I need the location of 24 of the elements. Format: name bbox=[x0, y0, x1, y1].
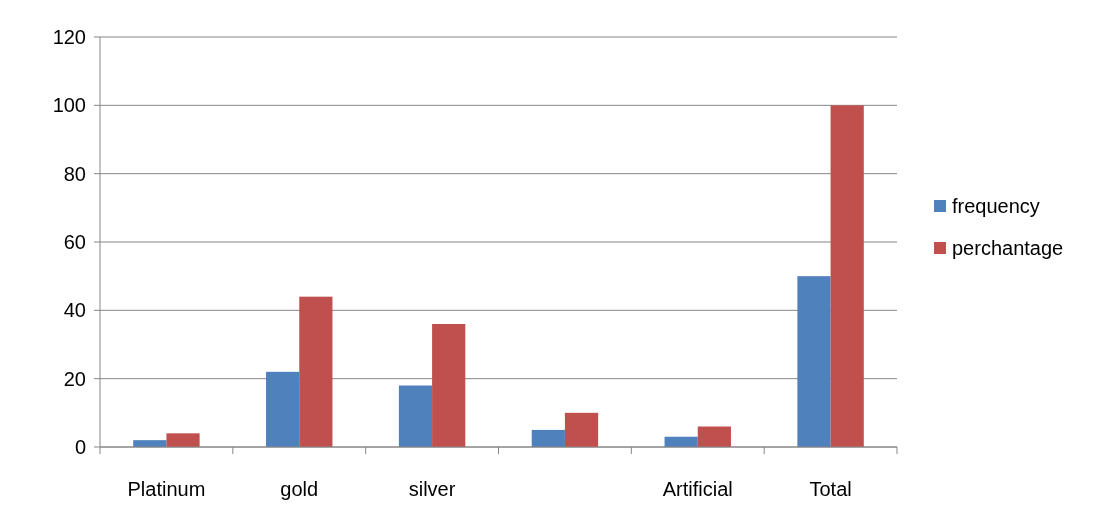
bar bbox=[830, 105, 864, 447]
y-tick-label: 60 bbox=[63, 231, 86, 253]
y-tick-label: 120 bbox=[52, 26, 86, 48]
y-tick-label: 20 bbox=[63, 367, 86, 390]
x-tick-label: Platinum bbox=[127, 478, 206, 500]
bar bbox=[697, 426, 731, 447]
legend-label: frequency bbox=[952, 195, 1040, 217]
bar bbox=[299, 296, 333, 447]
bar bbox=[531, 429, 565, 447]
bar bbox=[166, 433, 200, 447]
x-tick-label: silver bbox=[408, 478, 456, 500]
y-tick-label: 0 bbox=[74, 436, 86, 458]
x-tick-label: Artificial bbox=[662, 478, 733, 500]
legend-label: perchantage bbox=[952, 237, 1064, 259]
y-tick-label: 80 bbox=[63, 162, 86, 185]
bar bbox=[797, 276, 831, 447]
x-tick-label: Total bbox=[809, 478, 852, 500]
y-tick-label: 40 bbox=[63, 299, 86, 322]
y-tick-label: 100 bbox=[52, 94, 86, 117]
bar bbox=[398, 385, 433, 447]
bar bbox=[266, 371, 300, 447]
bar bbox=[564, 412, 599, 447]
x-tick-label: gold bbox=[280, 478, 319, 500]
bar bbox=[432, 324, 466, 447]
